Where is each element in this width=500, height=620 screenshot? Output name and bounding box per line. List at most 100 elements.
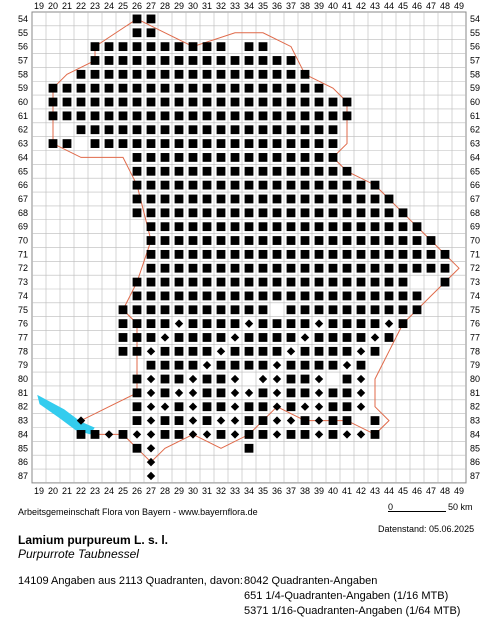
- occurrence-marker: [244, 346, 254, 356]
- occurrence-marker: [160, 97, 170, 107]
- occurrence-marker: [76, 69, 86, 79]
- occurrence-marker: [188, 166, 198, 176]
- occurrence-marker: [258, 249, 268, 259]
- occurrence-marker: [272, 291, 282, 301]
- occurrence-marker: [202, 236, 212, 245]
- occurrence-marker: [202, 139, 212, 148]
- occurrence-marker: [188, 333, 198, 342]
- occurrence-marker-quarter: [272, 374, 282, 384]
- occurrence-marker: [118, 139, 128, 148]
- occurrence-marker: [370, 430, 380, 439]
- occurrence-marker-quarter: [300, 333, 310, 342]
- occurrence-marker: [146, 236, 156, 245]
- occurrence-marker: [328, 125, 338, 135]
- occurrence-marker: [202, 180, 212, 190]
- occurrence-marker-quarter: [188, 388, 198, 398]
- occurrence-marker-quarter: [146, 430, 156, 439]
- occurrence-marker: [300, 125, 310, 135]
- x-label: 26: [132, 486, 142, 496]
- occurrence-marker: [244, 125, 254, 135]
- y-label: 63: [470, 139, 480, 149]
- occurrence-marker: [258, 208, 268, 218]
- occurrence-marker: [230, 319, 240, 329]
- occurrence-marker: [258, 430, 268, 439]
- x-label: 37: [286, 1, 296, 11]
- occurrence-marker: [160, 277, 170, 287]
- occurrence-marker: [160, 208, 170, 218]
- occurrence-marker: [76, 97, 86, 107]
- occurrence-marker: [202, 69, 212, 79]
- x-label: 43: [370, 1, 380, 11]
- occurrence-marker: [272, 208, 282, 218]
- occurrence-marker: [76, 125, 86, 135]
- y-label: 84: [18, 429, 28, 439]
- occurrence-marker: [244, 333, 254, 342]
- occurrence-marker: [328, 388, 338, 398]
- x-label: 33: [230, 1, 240, 11]
- occurrence-marker: [272, 222, 282, 232]
- stats-sixteenth-quadrant-count: 5371 1/16-Quadranten-Angaben (1/64 MTB): [244, 605, 461, 617]
- occurrence-marker: [286, 125, 296, 135]
- occurrence-marker: [384, 249, 394, 259]
- occurrence-marker: [146, 28, 156, 38]
- occurrence-marker: [104, 125, 114, 135]
- occurrence-marker: [356, 236, 366, 245]
- occurrence-marker: [202, 249, 212, 259]
- occurrence-marker: [272, 125, 282, 135]
- occurrence-marker: [118, 333, 128, 342]
- occurrence-marker: [258, 194, 268, 204]
- y-label: 84: [470, 429, 480, 439]
- occurrence-marker: [300, 291, 310, 301]
- occurrence-marker: [216, 97, 226, 107]
- occurrence-marker: [230, 139, 240, 148]
- occurrence-marker: [272, 263, 282, 273]
- occurrence-marker: [426, 249, 436, 259]
- occurrence-marker: [272, 139, 282, 148]
- y-label: 69: [470, 222, 480, 232]
- x-label: 46: [412, 1, 422, 11]
- occurrence-marker: [76, 83, 86, 93]
- occurrence-marker: [216, 83, 226, 93]
- y-label: 76: [18, 319, 28, 329]
- y-label: 61: [18, 111, 28, 121]
- occurrence-marker: [174, 208, 184, 218]
- y-label: 79: [18, 360, 28, 370]
- occurrence-marker: [300, 69, 310, 79]
- occurrence-marker: [258, 166, 268, 176]
- occurrence-marker: [258, 319, 268, 329]
- occurrence-marker: [272, 346, 282, 356]
- occurrence-marker: [258, 97, 268, 107]
- occurrence-marker: [286, 430, 296, 439]
- occurrence-marker: [216, 291, 226, 301]
- occurrence-marker-quarter: [146, 444, 156, 453]
- occurrence-marker: [328, 111, 338, 121]
- occurrence-marker-quarter: [146, 416, 156, 425]
- y-label: 78: [18, 346, 28, 356]
- occurrence-marker: [62, 97, 72, 107]
- occurrence-marker-quarter: [356, 388, 366, 398]
- occurrence-marker: [440, 277, 450, 287]
- occurrence-marker: [398, 319, 408, 329]
- occurrence-marker: [258, 360, 268, 370]
- occurrence-marker: [300, 388, 310, 398]
- occurrence-marker: [286, 153, 296, 162]
- occurrence-marker: [202, 333, 212, 342]
- occurrence-marker: [356, 360, 366, 370]
- occurrence-marker: [244, 180, 254, 190]
- occurrence-marker: [202, 291, 212, 301]
- occurrence-marker: [48, 139, 58, 148]
- occurrence-marker: [258, 263, 268, 273]
- occurrence-marker: [188, 111, 198, 121]
- y-label: 73: [470, 277, 480, 287]
- occurrence-marker: [342, 222, 352, 232]
- occurrence-marker: [300, 166, 310, 176]
- occurrence-marker: [342, 388, 352, 398]
- occurrence-marker: [48, 111, 58, 121]
- scale-zero-label: 0: [388, 502, 394, 512]
- occurrence-marker: [160, 388, 170, 398]
- occurrence-marker: [188, 97, 198, 107]
- y-label: 74: [18, 291, 28, 301]
- occurrence-marker: [132, 69, 142, 79]
- occurrence-marker: [328, 333, 338, 342]
- occurrence-marker: [314, 236, 324, 245]
